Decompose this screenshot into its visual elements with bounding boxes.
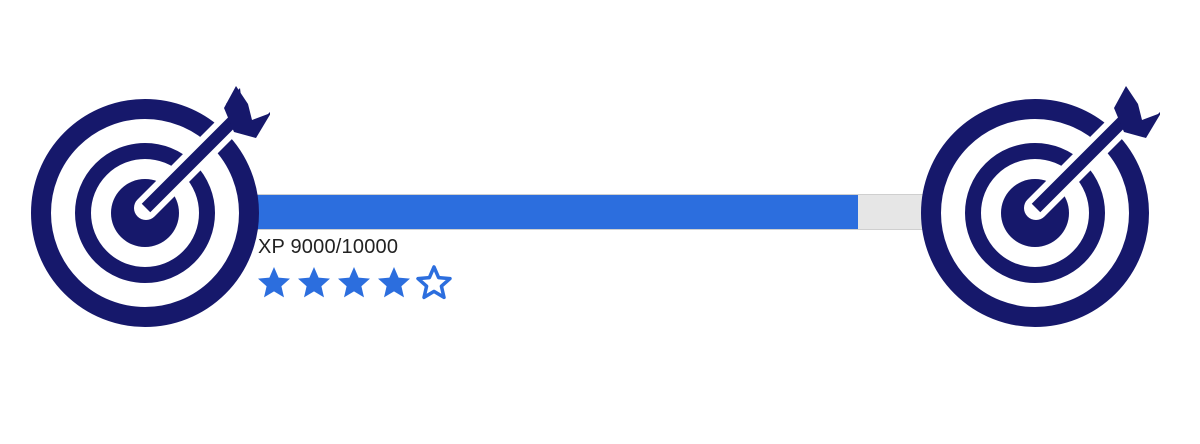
target-arrow-icon: [20, 80, 270, 330]
xp-separator: /: [335, 236, 342, 258]
star-filled-icon: [336, 265, 372, 301]
xp-progress-fill: [241, 195, 859, 229]
xp-prefix: XP: [258, 236, 285, 258]
xp-current: 9000: [290, 236, 336, 258]
xp-progress-bar: [240, 194, 928, 230]
target-arrow-icon: [910, 80, 1160, 330]
star-rating: [256, 265, 452, 301]
xp-label: XP 9000/10000: [258, 236, 398, 259]
star-filled-icon: [376, 265, 412, 301]
star-filled-icon: [296, 265, 332, 301]
star-filled-icon: [256, 265, 292, 301]
xp-max: 10000: [341, 236, 399, 258]
star-outline-icon: [416, 265, 452, 301]
